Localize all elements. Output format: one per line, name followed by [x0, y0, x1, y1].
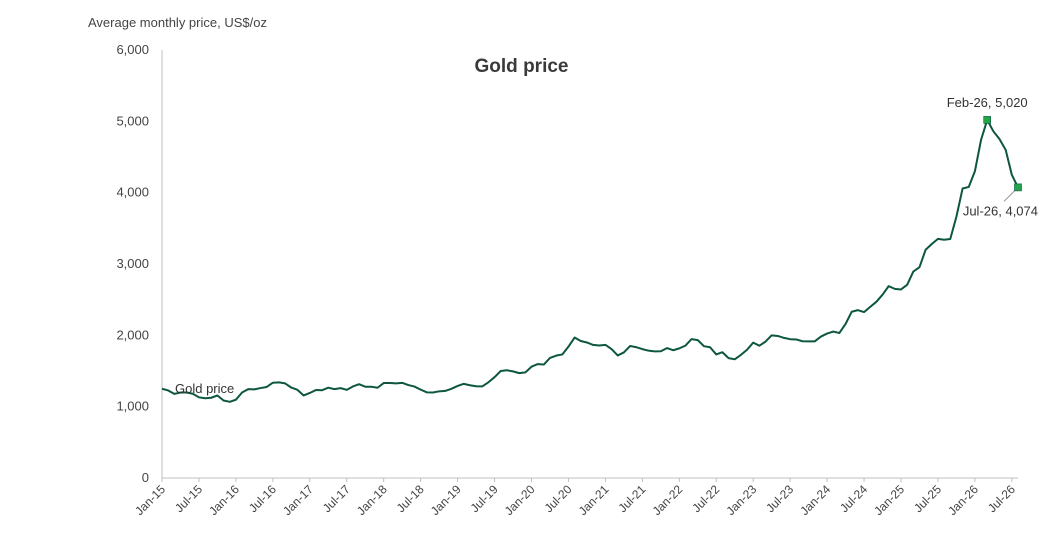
peak-marker	[983, 116, 992, 124]
y-tick-label: 5,000	[116, 113, 149, 128]
x-tick-label: Jan-21	[576, 482, 612, 518]
y-tick-label: 6,000	[116, 42, 149, 57]
x-tick-label: Jul-22	[689, 482, 722, 515]
x-tick-label: Jul-17	[320, 482, 353, 515]
x-tick-label: Jan-26	[945, 482, 981, 518]
x-tick-label: Jan-24	[797, 482, 833, 518]
x-tick-label: Jul-24	[837, 482, 870, 515]
x-tick-label: Jan-16	[206, 482, 242, 518]
x-tick-label: Jul-20	[542, 482, 575, 515]
latest-annotation-label: Jul-26, 4,074	[963, 203, 1038, 218]
x-tick-label: Jul-18	[394, 482, 427, 515]
x-tick-label: Jul-26	[985, 482, 1018, 515]
x-tick-label: Jul-21	[615, 482, 648, 515]
x-tick-label: Jul-15	[172, 482, 205, 515]
x-tick-label: Jul-19	[468, 482, 501, 515]
y-tick-label: 0	[142, 470, 149, 485]
series-label-gold-price: Gold price	[175, 381, 234, 396]
y-tick-label: 2,000	[116, 327, 149, 342]
x-tick-label: Jan-23	[723, 482, 759, 518]
x-tick-label: Jan-19	[428, 482, 464, 518]
x-tick-label: Jul-23	[763, 482, 796, 515]
latest-marker	[1014, 183, 1022, 192]
y-axis-unit-label: Average monthly price, US$/oz	[88, 15, 267, 30]
x-tick-label: Jul-16	[246, 482, 279, 515]
x-tick-label: Jan-18	[354, 482, 390, 518]
x-tick-label: Jan-15	[132, 482, 168, 518]
y-tick-label: 4,000	[116, 185, 149, 200]
x-tick-label: Jul-25	[911, 482, 944, 515]
chart-title: Gold price	[0, 56, 1043, 78]
x-tick-label: Jan-20	[502, 482, 538, 518]
chart-title-text: Gold price	[474, 56, 569, 77]
x-tick-label: Jan-25	[871, 482, 907, 518]
peak-annotation-label: Feb-26, 5,020	[947, 95, 1028, 110]
y-tick-label: 3,000	[116, 256, 149, 271]
y-tick-label: 1,000	[116, 399, 149, 414]
x-tick-label: Jan-17	[280, 482, 316, 518]
x-tick-label: Jan-22	[650, 482, 686, 518]
series-line-gold-price	[161, 118, 1019, 403]
